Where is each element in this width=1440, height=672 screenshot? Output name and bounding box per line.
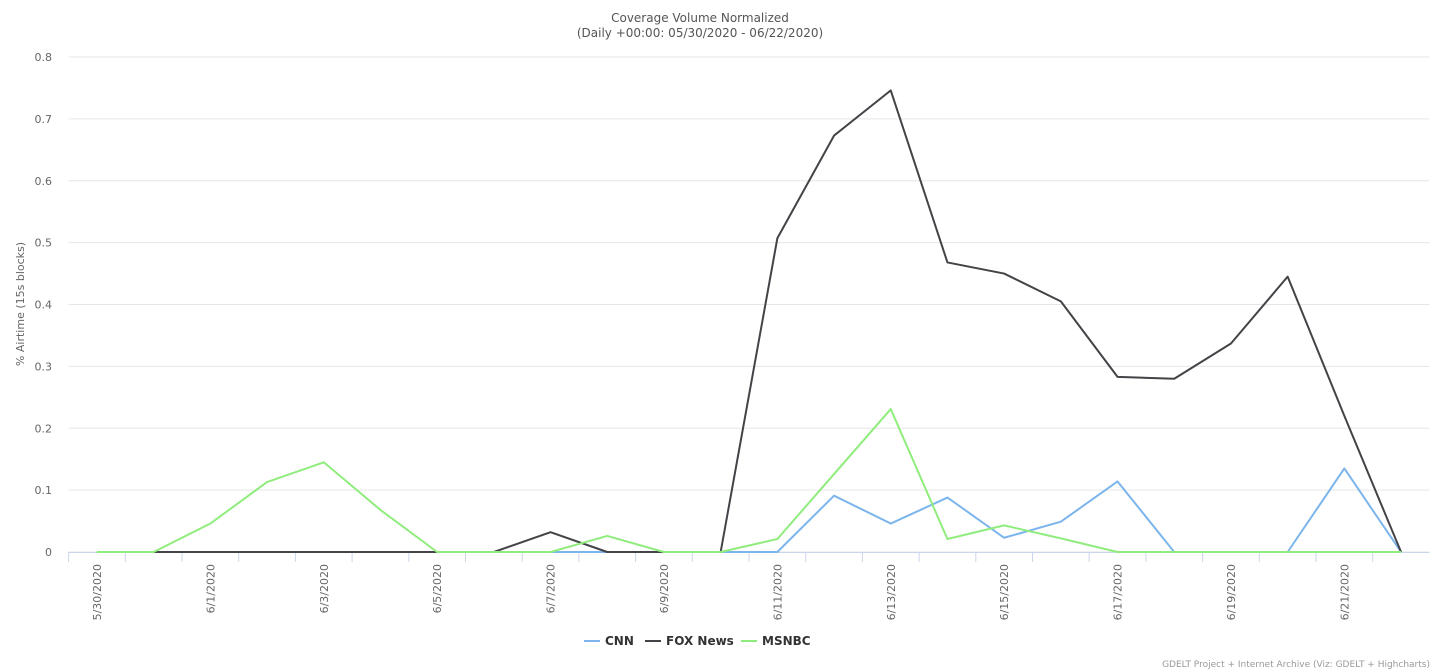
y-tick-label: 0.6 (35, 175, 53, 188)
x-tick-label: 6/9/2020 (658, 564, 671, 613)
x-tick-label: 6/15/2020 (998, 564, 1011, 620)
y-tick-label: 0.8 (35, 51, 53, 64)
x-tick-label: 6/17/2020 (1112, 564, 1125, 620)
y-tick-label: 0.4 (35, 299, 53, 312)
y-tick-label: 0.5 (35, 237, 53, 250)
y-tick-label: 0 (45, 546, 52, 559)
legend-label[interactable]: MSNBC (762, 634, 811, 648)
chart-title: Coverage Volume Normalized (611, 11, 789, 25)
series-line (96, 89, 1402, 553)
x-tick-label: 6/1/2020 (204, 564, 217, 613)
y-tick-label: 0.7 (35, 113, 53, 126)
legend-label[interactable]: FOX News (666, 634, 734, 648)
x-tick-label: 6/11/2020 (771, 564, 784, 620)
y-tick-label: 0.2 (35, 422, 53, 435)
x-tick-label: 6/19/2020 (1225, 564, 1238, 620)
x-tick-label: 6/3/2020 (318, 564, 331, 613)
x-tick-label: 6/5/2020 (431, 564, 444, 613)
x-tick-label: 6/7/2020 (545, 564, 558, 613)
x-tick-label: 6/21/2020 (1338, 564, 1351, 620)
x-tick-label: 6/13/2020 (885, 564, 898, 620)
series-line (96, 408, 1402, 553)
chart-subtitle: (Daily +00:00: 05/30/2020 - 06/22/2020) (577, 26, 823, 40)
legend-label[interactable]: CNN (605, 634, 634, 648)
x-tick-label: 5/30/2020 (91, 564, 104, 620)
credit: GDELT Project + Internet Archive (Viz: G… (1162, 660, 1430, 670)
y-axis-label: % Airtime (15s blocks) (14, 242, 27, 366)
series-line (96, 467, 1402, 553)
y-tick-label: 0.3 (35, 360, 53, 373)
y-tick-label: 0.1 (35, 484, 53, 497)
